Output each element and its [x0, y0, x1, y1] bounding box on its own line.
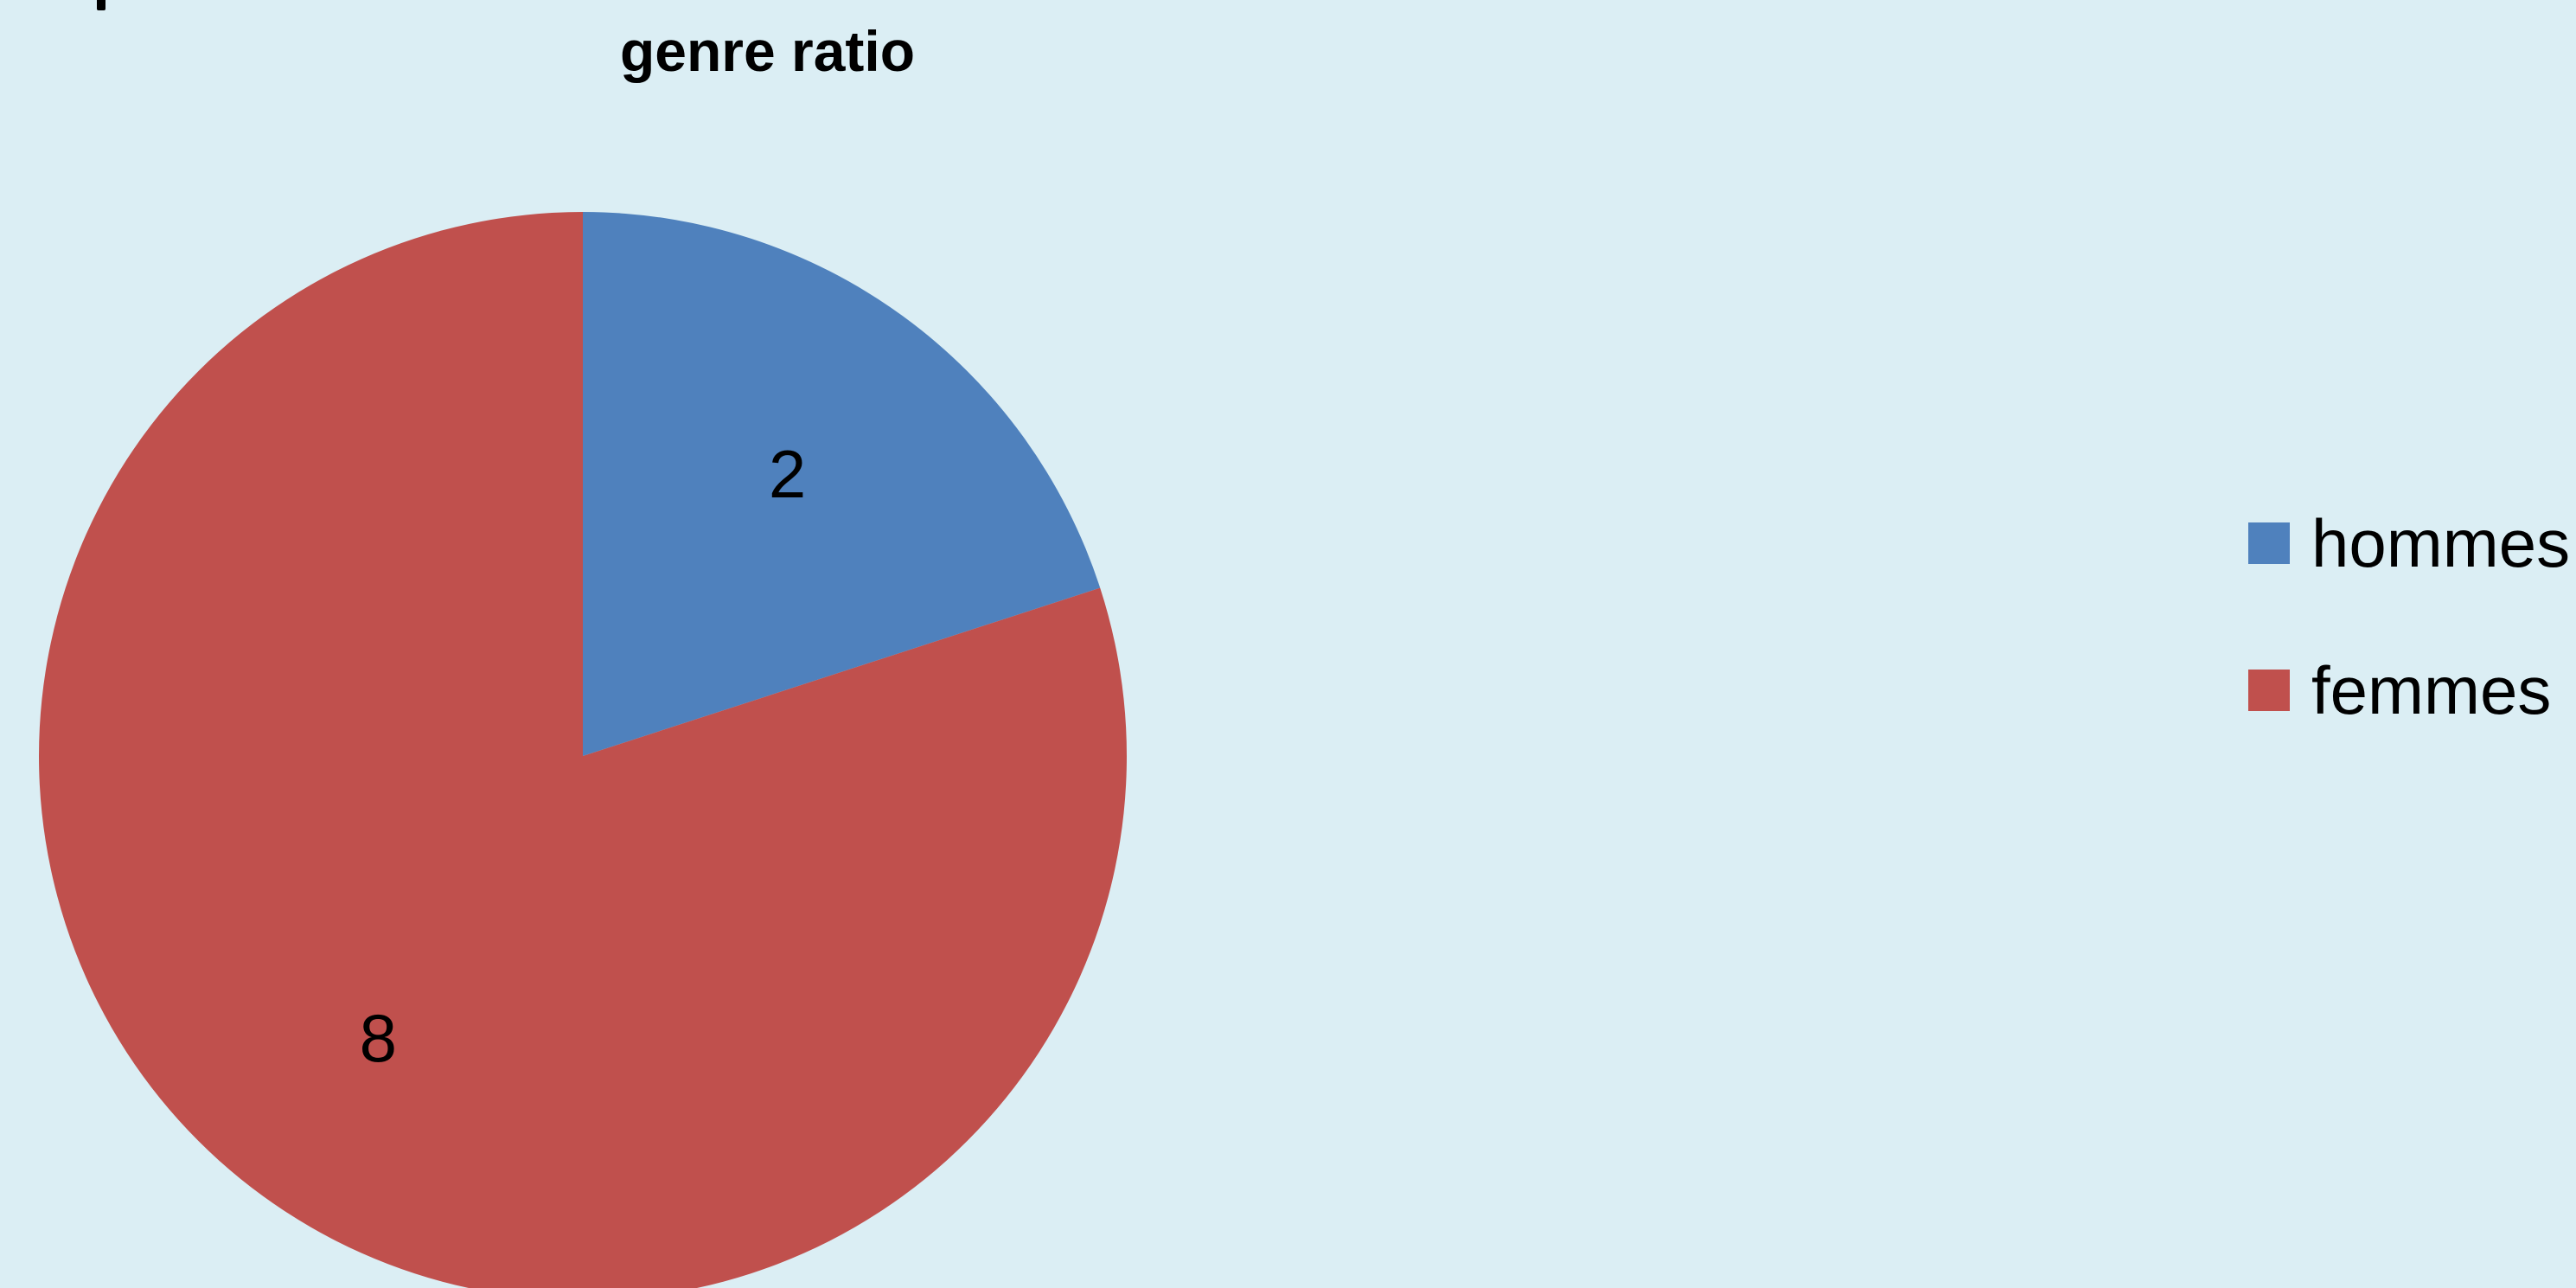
cropped-text-fragment: [97, 0, 105, 10]
chart-title: genre ratio: [619, 19, 916, 83]
legend-item-femmes: femmes: [2248, 653, 2570, 727]
pie-slice-femmes: [39, 212, 1127, 1288]
legend-item-hommes: hommes: [2248, 506, 2570, 580]
legend: hommes femmes: [2248, 506, 2570, 727]
legend-swatch-femmes: [2248, 669, 2290, 711]
legend-label-femmes: femmes: [2311, 651, 2552, 728]
data-label-femmes: 8: [359, 999, 398, 1076]
legend-swatch-hommes: [2248, 522, 2290, 564]
data-label-hommes: 2: [768, 436, 807, 513]
legend-label-hommes: hommes: [2311, 504, 2571, 581]
pie-slice-hommes: [583, 212, 1101, 756]
